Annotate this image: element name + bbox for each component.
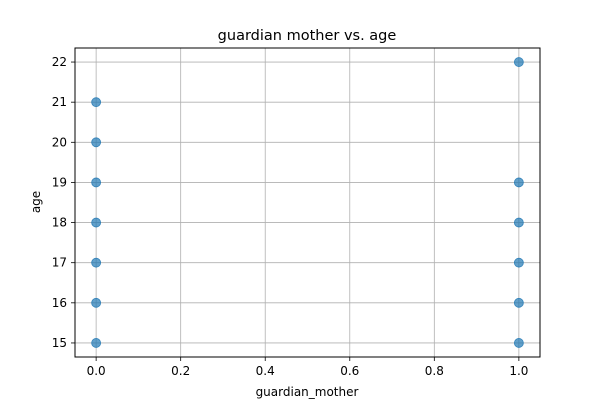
y-tick-label: 19 — [52, 175, 67, 189]
x-axis-label: guardian_mother — [256, 385, 359, 399]
data-points — [91, 57, 524, 348]
data-point — [513, 338, 524, 348]
data-point — [91, 297, 102, 308]
grid-lines — [75, 48, 540, 357]
x-tick-label: 0.8 — [425, 364, 444, 378]
y-tick-label: 18 — [52, 216, 67, 230]
y-tick-label: 20 — [52, 135, 67, 149]
data-point — [513, 177, 524, 188]
y-axis-ticks: 15 16 17 18 19 20 21 22 — [52, 55, 75, 350]
y-tick-label: 15 — [52, 336, 67, 350]
y-tick-label: 17 — [52, 256, 67, 270]
data-point — [91, 97, 102, 108]
data-point — [513, 217, 524, 228]
data-point — [513, 57, 524, 67]
x-tick-label: 1.0 — [509, 364, 528, 378]
data-point — [513, 297, 524, 308]
plot-area-frame — [74, 47, 541, 358]
x-tick-label: 0.0 — [87, 364, 106, 378]
y-tick-label: 16 — [52, 296, 67, 310]
x-tick-label: 0.2 — [171, 364, 190, 378]
data-point — [91, 257, 102, 268]
data-point — [91, 177, 102, 188]
data-point — [513, 257, 524, 268]
data-point — [91, 137, 102, 148]
y-axis-label: age — [29, 191, 43, 213]
y-tick-label: 21 — [52, 95, 67, 109]
data-point — [91, 338, 102, 348]
x-tick-label: 0.6 — [340, 364, 359, 378]
x-tick-label: 0.4 — [256, 364, 275, 378]
y-tick-label: 22 — [52, 55, 67, 69]
x-axis-ticks: 0.0 0.2 0.4 0.6 0.8 1.0 — [87, 357, 528, 378]
data-point — [91, 217, 102, 228]
chart-title: guardian mother vs. age — [218, 28, 397, 44]
